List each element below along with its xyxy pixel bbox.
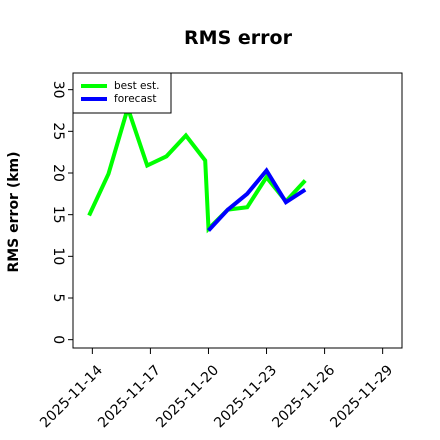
legend-box <box>72 72 172 114</box>
plot-frame <box>72 72 403 349</box>
y-tick-label: 15 <box>50 206 66 224</box>
plot-area: 0510152025302025-11-142025-11-172025-11-… <box>37 72 403 431</box>
y-tick-label: 0 <box>50 335 66 344</box>
y-tick-label: 5 <box>50 294 66 303</box>
x-tick-label: 2025-11-29 <box>327 362 396 431</box>
series-line-best-est <box>87 101 307 234</box>
y-axis-label: RMS error (km) <box>6 151 22 272</box>
y-tick-label: 20 <box>50 164 66 182</box>
chart-title: RMS error <box>184 27 293 49</box>
y-tick-label: 30 <box>50 81 66 99</box>
legend: best est.forecast <box>72 72 172 114</box>
series-line-forecast <box>207 167 307 232</box>
y-tick-label: 10 <box>50 247 66 265</box>
legend-label: best est. <box>114 80 159 92</box>
y-tick-label: 25 <box>50 122 66 140</box>
legend-label: forecast <box>114 93 156 105</box>
